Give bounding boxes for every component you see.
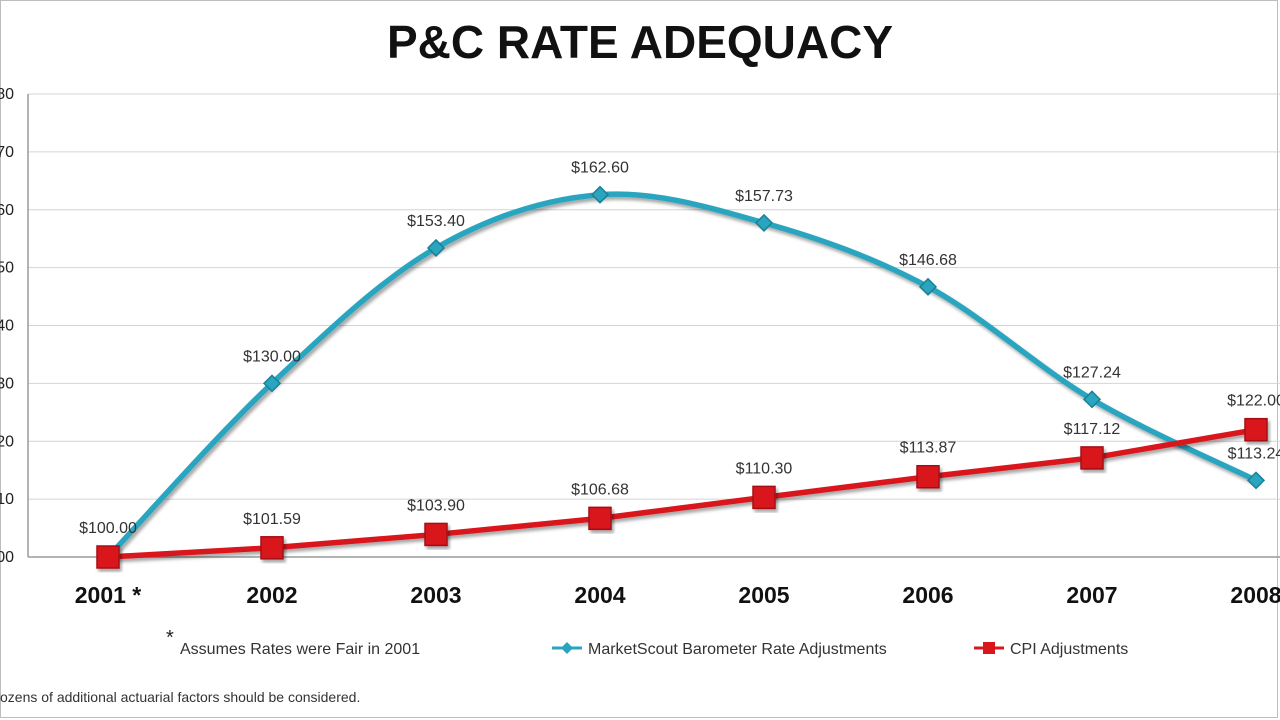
data-label: $110.30 (736, 460, 793, 477)
data-point (1244, 417, 1268, 442)
data-point (96, 545, 120, 569)
y-tick-label: 30 (0, 375, 14, 392)
data-labels: $130.00 $153.40 $162.60 $157.73 $146.68 $127.… (79, 160, 1280, 537)
data-point (754, 213, 774, 232)
data-point (590, 185, 610, 204)
data-point (260, 536, 284, 560)
data-point (1246, 471, 1266, 490)
data-point (262, 374, 282, 393)
grid (28, 93, 1280, 558)
y-tick-label: 00 (0, 549, 14, 566)
chart-title: P&C RATE ADEQUACY (387, 16, 893, 68)
y-tick-label: 50 (0, 260, 14, 277)
y-tick-label: 20 (0, 433, 14, 450)
x-tick-label: 2004 (574, 582, 625, 608)
data-label: $106.68 (571, 481, 629, 498)
data-point (752, 485, 776, 510)
series-line-cpi (105, 426, 1259, 560)
x-tick-label: 2006 (902, 582, 953, 608)
data-label: $113.24 (1228, 445, 1280, 462)
data-point (916, 464, 940, 489)
data-label: $101.59 (243, 511, 301, 528)
x-tick-label: 2007 (1066, 582, 1117, 608)
data-point (1080, 446, 1104, 470)
data-label: $127.24 (1063, 364, 1121, 381)
axes: 00 10 20 30 40 50 60 70 80 2001 * 2002 2003 2004 2005… (0, 86, 1280, 608)
legend-marker-cpi (983, 642, 995, 654)
data-label: $157.73 (735, 188, 793, 205)
data-point (918, 277, 938, 296)
data-point (426, 238, 446, 258)
data-label: $122.00 (1227, 393, 1280, 410)
x-tick-label: 2008 (1230, 582, 1280, 608)
footnote: ozens of additional actuarial factors sh… (0, 689, 360, 705)
y-tick-label: 10 (0, 491, 14, 508)
data-label: $146.68 (899, 252, 957, 269)
y-tick-label: 60 (0, 202, 14, 219)
x-tick-label: 2005 (738, 582, 789, 608)
y-tick-label: 70 (0, 144, 14, 161)
legend: * Assumes Rates were Fair in 2001 MarketSc… (166, 627, 1128, 658)
data-label: $113.87 (900, 440, 957, 457)
legend-marker-marketscout (561, 642, 573, 654)
data-point (588, 506, 612, 531)
x-tick-label: 2003 (410, 582, 461, 608)
data-label: $117.12 (1064, 421, 1121, 438)
annotation-marker: * (166, 627, 174, 649)
series (96, 185, 1268, 569)
x-tick-label: 2001 * (75, 582, 142, 608)
data-label: $100.00 (79, 520, 137, 537)
x-tick-label: 2002 (246, 582, 297, 608)
data-point (1082, 390, 1102, 409)
legend-label-cpi: CPI Adjustments (1010, 641, 1128, 658)
data-label: $153.40 (407, 213, 465, 230)
y-tick-label: 80 (0, 86, 14, 103)
legend-label-marketscout: MarketScout Barometer Rate Adjustments (588, 641, 887, 658)
data-label: $103.90 (407, 497, 465, 514)
data-label: $162.60 (571, 160, 629, 177)
annotation-text: Assumes Rates were Fair in 2001 (180, 641, 420, 658)
data-label: $130.00 (243, 348, 301, 365)
y-tick-label: 40 (0, 318, 14, 335)
data-point (424, 522, 448, 547)
